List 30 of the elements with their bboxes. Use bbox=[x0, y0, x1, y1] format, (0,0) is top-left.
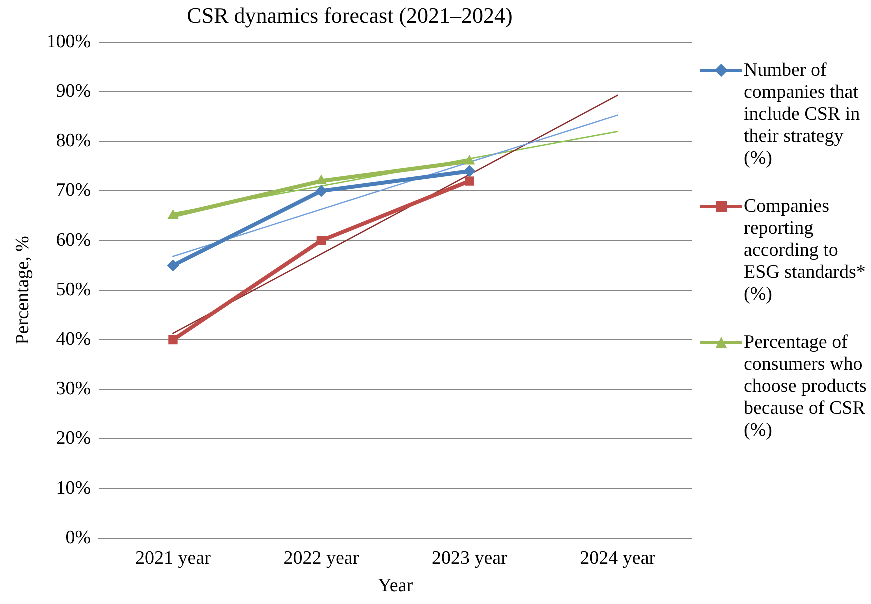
point bbox=[168, 335, 178, 345]
y-tick-label: 70% bbox=[56, 180, 92, 202]
y-tick-label: 20% bbox=[56, 428, 92, 450]
legend-label: Percentage of consumers who choose products because of CSR (%) bbox=[744, 332, 868, 442]
x-tick-label: 2021 year bbox=[136, 548, 212, 569]
point bbox=[315, 185, 328, 198]
y-axis-title: Percentage, % bbox=[12, 236, 34, 345]
point bbox=[464, 154, 476, 165]
point bbox=[168, 210, 179, 220]
x-tick-label: 2024 year bbox=[580, 548, 656, 569]
y-tick-label: 30% bbox=[56, 378, 92, 400]
y-tick-label: 90% bbox=[56, 80, 92, 102]
chart-title: CSR dynamics forecast (2021–2024) bbox=[187, 2, 513, 28]
x-tick-label: 2022 year bbox=[284, 548, 360, 569]
y-tick-label: 10% bbox=[56, 478, 92, 499]
point bbox=[465, 176, 474, 186]
y-tick-label: 80% bbox=[56, 130, 92, 152]
y-tick-label: 40% bbox=[56, 328, 92, 350]
x-axis-title: Year bbox=[378, 576, 414, 597]
y-tick-label: 0% bbox=[66, 527, 92, 548]
y-tick-label: 50% bbox=[56, 279, 92, 300]
point bbox=[316, 236, 326, 246]
point bbox=[167, 260, 180, 272]
point bbox=[316, 174, 328, 185]
y-tick-label: 60% bbox=[56, 230, 92, 251]
y-tick-label: 100% bbox=[46, 31, 92, 52]
x-tick-label: 2023 year bbox=[432, 548, 508, 569]
point bbox=[464, 165, 476, 178]
legend-label: Number of companies that include CSR in their strategy (%) bbox=[744, 60, 862, 170]
legend-label: Companies reporting according to ESG standards* (%) bbox=[744, 196, 867, 306]
